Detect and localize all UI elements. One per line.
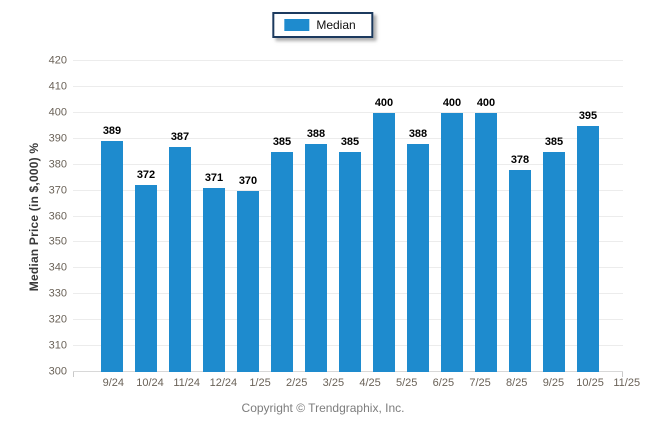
plot-area: 389 372 387 371 370 385 388 385 400 388 400 400 378 3… xyxy=(73,60,623,377)
x-tick-label: 5/25 xyxy=(396,377,418,389)
y-tick-label: 420 xyxy=(48,54,67,67)
bar[interactable] xyxy=(339,151,361,372)
bar[interactable] xyxy=(101,141,123,372)
y-tick-label: 350 xyxy=(48,235,67,248)
bar-slot: 388 xyxy=(299,127,333,372)
bar-value-label: 400 xyxy=(442,96,462,109)
bar-slot: 395 xyxy=(571,109,605,372)
y-tick-label: 360 xyxy=(48,210,67,222)
y-tick-label: 400 xyxy=(48,106,67,119)
x-axis-left-tick xyxy=(73,372,74,377)
y-tick-label: 330 xyxy=(48,287,67,300)
gridline xyxy=(73,85,623,87)
bar-value-label: 388 xyxy=(306,127,326,140)
y-tick-label: 300 xyxy=(48,365,67,378)
gridline xyxy=(73,111,623,113)
x-tick-label: 9/24 xyxy=(102,377,125,389)
bar-value-label: 378 xyxy=(510,153,530,166)
bar[interactable] xyxy=(475,112,497,372)
bar-slot: 388 xyxy=(401,127,435,372)
bar[interactable] xyxy=(271,151,293,372)
bar-slot: 400 xyxy=(435,96,469,372)
bar-slot: 387 xyxy=(163,130,197,372)
bar[interactable] xyxy=(543,151,565,372)
bar[interactable] xyxy=(135,185,157,372)
bar[interactable] xyxy=(577,125,599,372)
bar[interactable] xyxy=(169,146,191,372)
bar-slot: 385 xyxy=(333,135,367,372)
bar-value-label: 372 xyxy=(136,169,156,182)
x-tick-label: 7/25 xyxy=(469,377,491,389)
y-tick-label: 370 xyxy=(48,184,67,197)
x-tick-label: 11/25 xyxy=(613,377,641,389)
legend-swatch-median xyxy=(284,19,310,31)
bar-slot: 371 xyxy=(197,173,231,372)
y-tick-label: 320 xyxy=(48,313,67,326)
x-tick-label: 11/24 xyxy=(173,377,201,389)
bars-container: 389 372 387 371 370 385 388 385 400 388 400 400 378 3… xyxy=(73,61,623,372)
bar-slot: 389 xyxy=(95,126,129,372)
x-tick-label: 9/25 xyxy=(542,377,565,389)
y-tick-label: 390 xyxy=(48,132,67,145)
legend-label-median: Median xyxy=(316,18,356,32)
bar-value-label: 385 xyxy=(340,135,360,148)
gridline xyxy=(73,60,623,61)
bar-slot: 385 xyxy=(537,135,571,372)
bar-value-label: 389 xyxy=(102,125,122,138)
bar-slot: 372 xyxy=(129,170,163,372)
x-tick-label: 2/25 xyxy=(285,377,308,389)
y-tick-label: 340 xyxy=(48,261,67,274)
y-axis-tick-labels: 300 310 320 330 340 350 360 370 380 390 400 410 420 xyxy=(0,55,69,377)
bar[interactable] xyxy=(373,112,395,372)
bar-slot: 378 xyxy=(503,153,537,372)
legend[interactable]: Median xyxy=(272,12,374,38)
bar-value-label: 400 xyxy=(374,96,394,109)
x-tick-label: 1/25 xyxy=(249,377,271,389)
bar-value-label: 395 xyxy=(578,109,598,122)
bar-value-label: 370 xyxy=(238,174,258,187)
bar[interactable] xyxy=(237,190,259,372)
bar[interactable] xyxy=(203,188,225,372)
x-tick-label: 8/25 xyxy=(506,377,528,389)
bar-value-label: 385 xyxy=(544,135,564,148)
x-axis-right-tick xyxy=(622,372,623,377)
x-axis-tick-labels: 9/24 10/24 11/24 12/24 1/25 2/25 3/25 4/25 5/25 6… xyxy=(73,377,646,390)
x-tick-label: 10/24 xyxy=(136,377,164,389)
bar[interactable] xyxy=(305,143,327,372)
bar-value-label: 400 xyxy=(476,96,496,109)
bar-slot: 400 xyxy=(367,96,401,372)
bar-value-label: 385 xyxy=(272,135,292,148)
bar-slot: 400 xyxy=(469,96,503,372)
x-tick-label: 4/25 xyxy=(359,377,381,389)
bar-slot: 385 xyxy=(265,135,299,372)
bar-value-label: 387 xyxy=(170,130,190,143)
bar[interactable] xyxy=(509,169,531,372)
y-tick-label: 310 xyxy=(48,339,67,352)
bar[interactable] xyxy=(407,143,429,372)
y-tick-label: 410 xyxy=(48,80,67,93)
bar-value-label: 388 xyxy=(408,127,428,140)
bar-slot: 370 xyxy=(231,174,265,372)
gridline xyxy=(73,137,623,139)
x-tick-label: 12/24 xyxy=(209,377,238,389)
copyright: Copyright © Trendgraphix, Inc. xyxy=(241,401,405,415)
x-tick-label: 6/25 xyxy=(432,377,455,389)
x-tick-label: 3/25 xyxy=(322,377,345,389)
bar[interactable] xyxy=(441,112,463,372)
bar-value-label: 371 xyxy=(204,172,224,184)
x-tick-label: 10/25 xyxy=(576,377,604,389)
y-tick-label: 380 xyxy=(48,158,67,171)
